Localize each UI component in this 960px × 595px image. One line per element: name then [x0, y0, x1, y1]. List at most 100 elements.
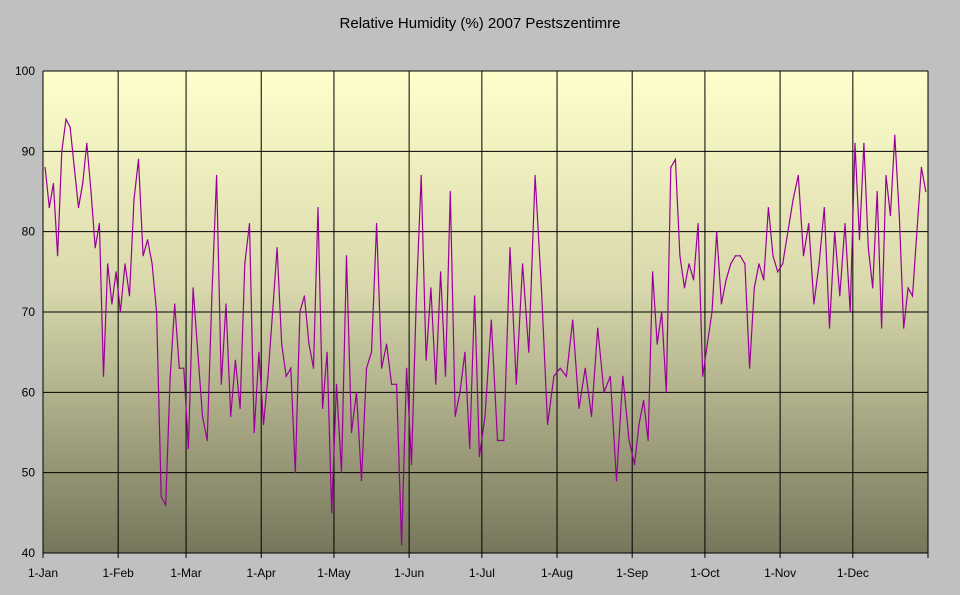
data-point: [813, 303, 815, 305]
data-point: [317, 206, 319, 209]
data-point: [102, 375, 105, 377]
data-point: [744, 263, 746, 265]
data-point: [818, 263, 820, 265]
x-tick-label: 1-Apr: [247, 566, 276, 580]
data-point: [178, 367, 180, 369]
data-point: [86, 142, 88, 144]
data-point: [48, 206, 50, 209]
data-point: [872, 287, 874, 289]
data-point: [244, 263, 246, 265]
data-point: [839, 295, 841, 297]
data-point: [547, 423, 549, 426]
data-point: [183, 367, 185, 369]
data-point: [220, 383, 222, 385]
data-point: [823, 206, 825, 209]
x-tick-label: 1-Sep: [616, 566, 648, 580]
data-point: [248, 223, 251, 225]
data-point: [777, 271, 779, 273]
data-point: [197, 351, 199, 353]
data-point: [590, 415, 593, 418]
data-point: [739, 255, 741, 257]
y-tick-label: 90: [22, 144, 36, 158]
data-point: [503, 439, 505, 442]
data-point: [679, 255, 681, 257]
data-point: [656, 343, 658, 345]
data-point: [98, 223, 100, 225]
y-tick-label: 60: [22, 385, 36, 399]
data-point: [230, 415, 232, 418]
data-point: [792, 198, 794, 201]
chart-title: Relative Humidity (%) 2007 Pestszentimre: [339, 15, 621, 32]
data-point: [772, 255, 774, 257]
data-point: [638, 423, 640, 426]
data-point: [633, 464, 636, 466]
data-point: [674, 158, 676, 160]
data-point: [137, 158, 140, 160]
data-point: [540, 287, 542, 289]
data-point: [720, 303, 722, 305]
data-point: [867, 247, 869, 249]
data-point: [849, 311, 851, 313]
data-point: [410, 464, 413, 466]
x-tick-label: 1-Jun: [394, 566, 424, 580]
data-point: [528, 351, 530, 353]
data-point: [276, 247, 278, 249]
data-point: [94, 247, 96, 249]
data-point: [609, 375, 611, 377]
data-point: [169, 375, 171, 377]
data-point: [111, 303, 113, 305]
data-point: [187, 447, 190, 450]
data-point: [312, 367, 315, 369]
data-point: [355, 391, 358, 393]
data-point: [440, 271, 442, 273]
y-tick-label: 40: [22, 546, 36, 560]
data-point: [515, 383, 517, 385]
data-point: [77, 206, 80, 209]
x-tick-label: 1-Feb: [102, 566, 134, 580]
data-point: [509, 247, 511, 249]
data-point: [308, 343, 310, 345]
data-point: [350, 431, 353, 434]
data-point: [692, 279, 695, 281]
data-point: [61, 150, 63, 152]
data-point: [670, 166, 672, 168]
data-point: [473, 295, 476, 297]
data-point: [469, 447, 471, 450]
data-point: [916, 231, 918, 233]
data-point: [572, 319, 574, 321]
data-point: [622, 375, 624, 377]
data-point: [201, 415, 204, 418]
data-point: [797, 174, 799, 177]
data-point: [335, 383, 338, 385]
data-point: [496, 439, 499, 442]
data-point: [484, 415, 486, 418]
data-point: [82, 182, 84, 185]
data-point: [281, 343, 283, 345]
y-tick-label: 100: [15, 64, 35, 78]
data-point: [365, 367, 368, 369]
humidity-series-line: [44, 117, 927, 546]
data-point: [628, 439, 630, 442]
data-point: [340, 472, 343, 474]
data-point: [425, 359, 427, 361]
data-point: [415, 295, 417, 297]
data-point: [115, 271, 117, 273]
data-point: [711, 311, 713, 313]
data-point: [597, 327, 599, 329]
data-point: [124, 263, 126, 265]
x-tick-label: 1-Nov: [764, 566, 796, 580]
data-point: [534, 174, 536, 177]
data-point: [271, 311, 274, 313]
x-tick-label: 1-Mar: [170, 566, 201, 580]
data-point: [73, 166, 75, 168]
data-point: [165, 504, 167, 506]
data-point: [730, 263, 732, 265]
data-point: [174, 303, 176, 305]
data-point: [464, 351, 466, 353]
data-point: [844, 223, 846, 225]
data-point: [370, 351, 373, 353]
data-point: [206, 439, 208, 442]
data-point: [702, 375, 704, 377]
data-point: [331, 512, 333, 514]
